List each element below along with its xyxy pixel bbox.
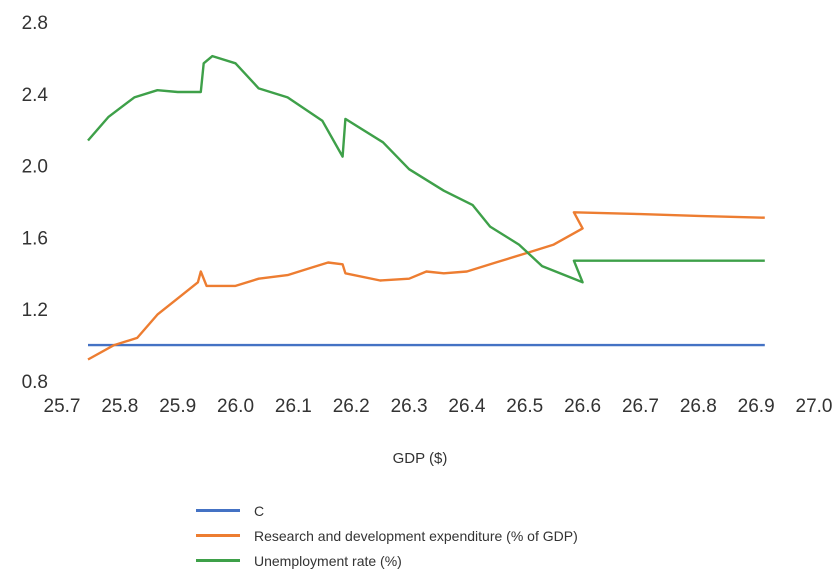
x-tick-label: 25.8 (101, 396, 138, 417)
x-tick-label: 26.6 (564, 396, 601, 417)
x-tick-label: 26.7 (622, 396, 659, 417)
series-line-2 (87, 54, 765, 284)
x-tick-label: 26.5 (506, 396, 543, 417)
y-tick-label: 2.0 (22, 157, 48, 178)
x-tick-label: 26.4 (448, 396, 485, 417)
legend-label-unemployment: Unemployment rate (%) (254, 552, 402, 569)
series-line-1 (87, 211, 765, 361)
x-tick-label: 26.2 (333, 396, 370, 417)
x-tick-label: 25.9 (159, 396, 196, 417)
x-tick-label: 27.0 (796, 396, 833, 417)
x-axis-title: GDP ($) (393, 450, 448, 467)
y-tick-label: 2.8 (22, 13, 48, 34)
y-tick-label: 1.2 (22, 300, 48, 321)
y-axis-ticks: 0.8 1.2 1.6 2.0 2.4 2.8 (22, 13, 49, 393)
legend-label-c: C (254, 502, 265, 519)
x-tick-label: 26.8 (680, 396, 717, 417)
x-axis-ticks: 25.7 25.8 25.9 26.0 26.1 26.2 26.3 26.4 26.5 26.6… (44, 396, 833, 417)
x-tick-label: 26.0 (217, 396, 254, 417)
y-tick-label: 1.6 (22, 228, 48, 249)
legend-swatch-unemployment (196, 559, 240, 562)
legend-swatch-c (196, 509, 240, 512)
x-tick-label: 26.1 (275, 396, 312, 417)
y-tick-label: 0.8 (22, 372, 48, 393)
legend-item-c: C (196, 498, 578, 523)
plot-area (87, 54, 765, 361)
legend-label-rd-expenditure: Research and development expenditure (% … (254, 527, 578, 544)
legend: C Research and development expenditure (… (196, 498, 578, 573)
x-tick-label: 26.3 (391, 396, 428, 417)
legend-item-unemployment: Unemployment rate (%) (196, 548, 578, 573)
y-tick-label: 2.4 (22, 85, 49, 106)
x-tick-label: 25.7 (44, 396, 81, 417)
x-tick-label: 26.9 (738, 396, 775, 417)
legend-swatch-rd-expenditure (196, 534, 240, 537)
legend-item-rd-expenditure: Research and development expenditure (% … (196, 523, 578, 548)
